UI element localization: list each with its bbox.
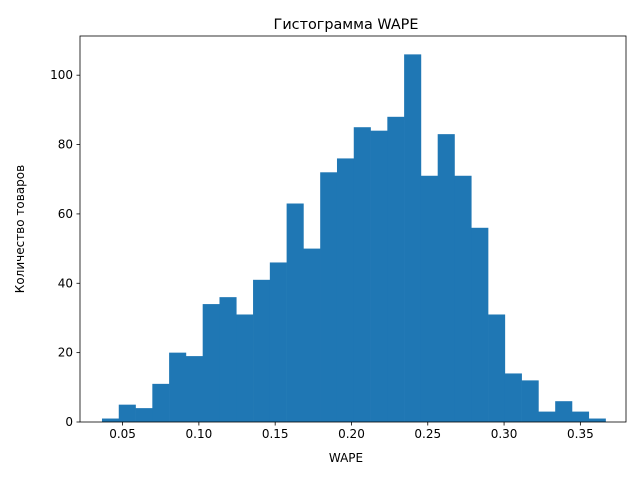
histogram-bar [387, 116, 405, 423]
x-tick-label: 0.05 [109, 427, 136, 441]
histogram-bar [152, 383, 170, 422]
y-axis-label: Количество товаров [13, 165, 27, 293]
histogram-bar [454, 175, 472, 422]
histogram-bar [185, 356, 203, 422]
x-tick-label: 0.15 [262, 427, 289, 441]
histogram-bar [437, 134, 455, 423]
y-tick-label: 80 [58, 138, 73, 152]
histogram-bar [169, 352, 187, 422]
chart-title: Гистограмма WAPE [274, 17, 419, 33]
histogram-bar [286, 203, 304, 422]
x-tick-label: 0.20 [338, 427, 365, 441]
histogram-bar [236, 314, 254, 422]
histogram-bar [404, 54, 422, 422]
histogram-bar [336, 158, 355, 422]
histogram-bar [370, 130, 388, 422]
plot-area-frame [79, 35, 627, 423]
x-axis-label: WAPE [329, 451, 363, 465]
histogram-bar [303, 248, 321, 422]
y-tick-label: 40 [58, 276, 73, 290]
histogram-bar [219, 297, 237, 422]
histogram-bar [202, 304, 220, 422]
x-tick-label: 0.35 [567, 427, 594, 441]
histogram-bar [504, 373, 522, 422]
histogram-bars [101, 54, 606, 423]
histogram-bar [588, 418, 606, 422]
histogram-bar [571, 411, 590, 422]
histogram-bar [320, 172, 338, 422]
histogram-bar [538, 411, 556, 422]
histogram-bar [353, 127, 371, 422]
histogram-bar [253, 279, 271, 422]
x-tick-label: 0.25 [414, 427, 441, 441]
histogram-bar [135, 408, 153, 422]
y-tick-label: 20 [58, 346, 73, 360]
histogram-bar [471, 227, 489, 422]
histogram-bar [521, 380, 539, 422]
histogram-bar [101, 418, 120, 422]
y-tick-label: 100 [50, 68, 73, 82]
histogram-bar [118, 404, 136, 422]
histogram-bar [420, 175, 438, 422]
x-tick-label: 0.30 [491, 427, 518, 441]
y-tick-label: 60 [58, 207, 73, 221]
histogram-bar [488, 314, 506, 422]
histogram-bar [555, 401, 573, 422]
x-tick-label: 0.10 [186, 427, 213, 441]
y-axis-ticks: 0 20 40 60 80 100 [50, 68, 80, 429]
histogram-bar [269, 262, 287, 422]
y-tick-label: 0 [65, 415, 73, 429]
x-axis-ticks: 0.05 0.10 0.15 0.20 0.25 0.30 0.35 [109, 422, 594, 441]
